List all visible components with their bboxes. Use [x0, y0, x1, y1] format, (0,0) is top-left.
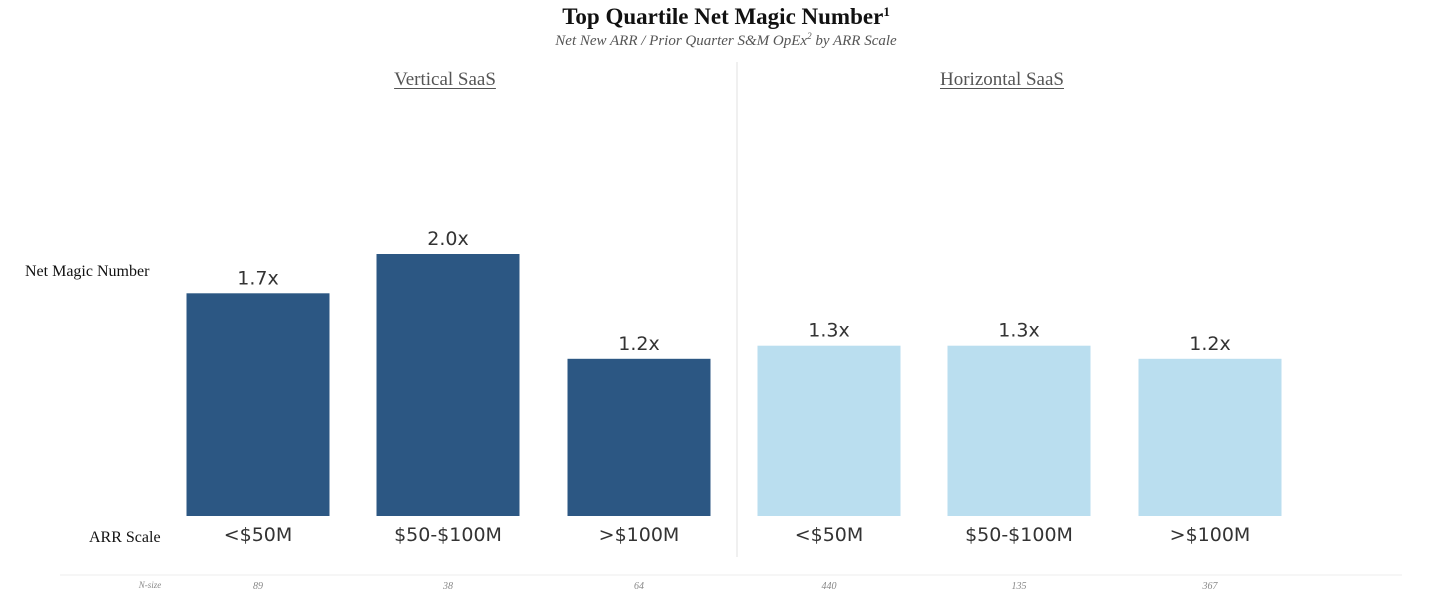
n-size-value-horizontal-saas-0: 440 — [822, 581, 837, 592]
bar-value-label-vertical-saas-2: 1.2x — [618, 333, 659, 355]
x-axis-label: ARR Scale — [89, 529, 161, 546]
panel-title-horizontal-saas: Horizontal SaaS — [939, 69, 1065, 90]
category-label-horizontal-saas-1: $50-$100M — [965, 524, 1073, 546]
n-size-value-vertical-saas-2: 64 — [634, 581, 644, 592]
bar-horizontal-saas-2 — [1138, 358, 1282, 516]
chart-subtitle-suffix: by ARR Scale — [811, 33, 897, 49]
chart-subtitle: Net New ARR / Prior Quarter S&M OpEx2 by… — [0, 31, 1432, 50]
n-size-value-vertical-saas-0: 89 — [253, 581, 263, 592]
bar-vertical-saas-1 — [376, 254, 520, 516]
panel-title-vertical-saas: Vertical SaaS — [394, 69, 496, 90]
category-label-horizontal-saas-2: >$100M — [1170, 524, 1251, 546]
category-label-horizontal-saas-0: <$50M — [795, 524, 864, 546]
bar-value-label-horizontal-saas-1: 1.3x — [998, 320, 1039, 342]
bar-value-label-vertical-saas-0: 1.7x — [237, 267, 278, 289]
chart-title: Top Quartile Net Magic Number1 — [0, 4, 1432, 30]
category-label-vertical-saas-1: $50-$100M — [394, 524, 502, 546]
n-size-value-vertical-saas-1: 38 — [442, 581, 453, 592]
bar-horizontal-saas-0 — [757, 345, 901, 516]
title-footnote-marker: 1 — [883, 4, 890, 19]
bar-vertical-saas-0 — [186, 293, 330, 516]
subtitle-footnote-marker: 2 — [807, 31, 812, 41]
n-size-label: N-size — [138, 580, 162, 590]
category-label-vertical-saas-2: >$100M — [599, 524, 680, 546]
bar-vertical-saas-2 — [567, 358, 711, 516]
bar-value-label-vertical-saas-1: 2.0x — [427, 228, 468, 250]
chart-subtitle-text: Net New ARR / Prior Quarter S&M OpEx — [555, 33, 808, 49]
n-size-value-horizontal-saas-1: 135 — [1012, 581, 1027, 592]
category-label-vertical-saas-0: <$50M — [224, 524, 293, 546]
bar-horizontal-saas-1 — [947, 345, 1091, 516]
bar-value-label-horizontal-saas-0: 1.3x — [808, 320, 849, 342]
bars-group: 1.7x <$50M 89 2.0x $50-$100M 38 1.2x >$100M 64 1.… — [186, 228, 1282, 592]
bar-value-label-horizontal-saas-2: 1.2x — [1189, 333, 1230, 355]
y-axis-label: Net Magic Number — [25, 263, 150, 280]
chart-title-text: Top Quartile Net Magic Number — [562, 4, 884, 29]
n-size-value-horizontal-saas-2: 367 — [1202, 581, 1219, 592]
